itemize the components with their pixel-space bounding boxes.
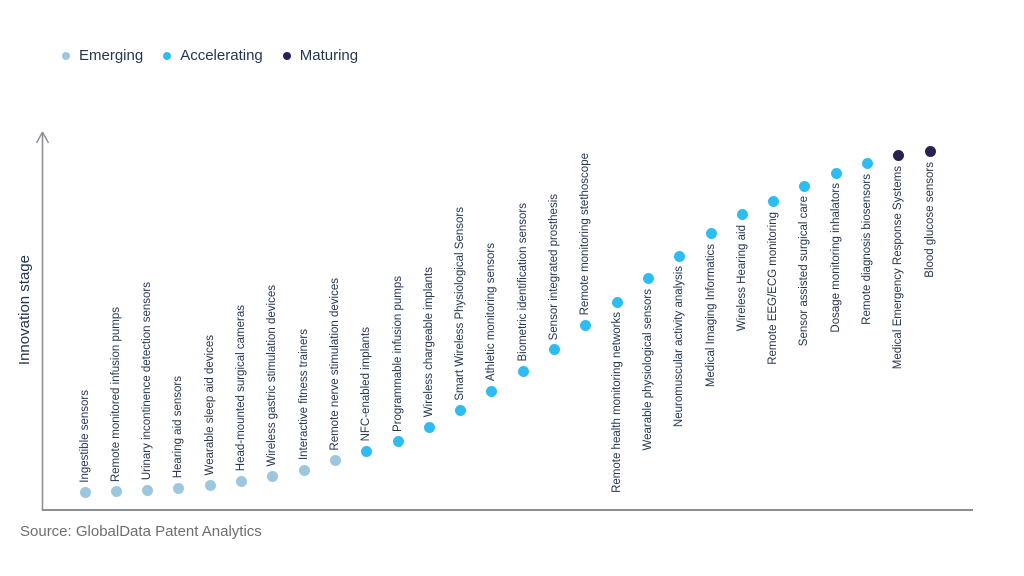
point-label: Hearing aid sensors [172,376,185,479]
point-label: Remote health monitoring networks [610,312,623,494]
data-point [204,479,216,491]
legend-item-emerging: Emerging [62,47,143,64]
point-label: Sensor assisted surgical care [798,196,811,347]
data-point [549,344,560,356]
data-point [392,436,404,448]
point-label: Programmable infusion pumps [391,276,404,432]
point-label: NFC-enabled implants [360,327,373,442]
point-label: Wireless Hearing aid [735,224,748,332]
data-point [79,486,91,498]
data-point [110,486,122,498]
data-point [768,196,780,208]
legend-label: Maturing [299,47,359,64]
point-label: Remote EEG/ECG monitoring [767,211,780,365]
point-label: Interactive fitness trainers [297,329,310,461]
data-point [455,405,467,417]
legend: Emerging Accelerating Maturing [62,47,358,64]
legend-label: Accelerating [180,47,263,64]
point-label: Remote monitoring stethoscope [579,152,592,316]
point-label: Athletic monitoring sensors [485,243,498,382]
data-point [361,446,373,458]
maturing-dot-icon [282,51,291,60]
data-point [736,209,748,221]
accelerating-dot-icon [163,51,172,60]
data-point [267,471,279,483]
data-point [799,180,811,192]
point-label: Medical Imaging Informatics [704,243,717,388]
point-label: Ingestible sensors [78,389,91,483]
point-label: Wearable physiological sensors [641,288,654,451]
data-point [142,485,154,497]
data-point [642,273,654,285]
point-label: Remote diagnosis biosensors [861,173,873,325]
data-point [580,319,592,331]
point-label: Blood glucose sensors [923,161,936,278]
data-point [893,150,905,162]
data-point [486,385,498,397]
point-label: Head-mounted surgical cameras [235,305,247,472]
data-point [423,421,435,433]
point-label: Biometric identification sensors [516,202,529,362]
y-axis-title: Innovation stage [16,255,33,366]
data-point [329,455,341,467]
emerging-dot-icon [62,51,70,60]
point-label: Wireless chargeable implants [422,266,435,418]
point-label: Wearable sleep aid devices [203,334,216,476]
data-point [830,167,842,179]
point-label: Wireless gastric stimulation devices [266,285,279,467]
point-label: Smart Wireless Physiological Sensors [454,207,467,401]
y-axis-arrow [35,131,50,511]
data-point [705,228,717,240]
data-point [517,365,529,377]
point-label: Dosage monitoring inhalators [829,183,842,333]
point-label: Remote nerve stimulation devices [328,278,341,451]
legend-item-maturing: Maturing [282,47,359,64]
source-attribution: Source: GlobalData Patent Analytics [20,523,262,540]
point-label: Remote monitored infusion pumps [109,306,122,482]
data-point [173,483,185,495]
data-point [236,475,247,487]
x-axis-line [42,509,973,511]
data-point [862,158,873,170]
legend-label: Emerging [79,47,144,64]
data-point [674,250,686,262]
point-label: Medical Emergency Response Systems [892,165,905,370]
data-point [611,296,623,308]
data-point [924,146,936,158]
point-label: Sensor integrated prosthesis [548,193,560,340]
legend-item-accelerating: Accelerating [163,47,263,64]
point-label: Neuromuscular activity analysis [673,266,686,428]
point-label: Urinary incontinence detection sensors [141,282,154,481]
data-point [298,464,310,476]
